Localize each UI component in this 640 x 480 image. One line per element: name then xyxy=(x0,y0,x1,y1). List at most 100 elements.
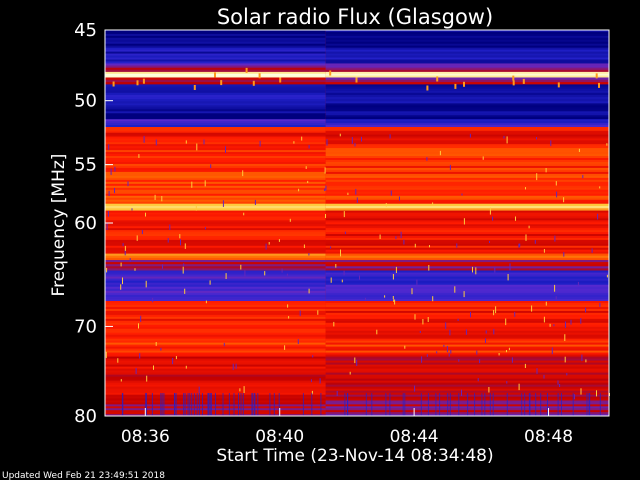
spectrogram-noise-streak xyxy=(114,166,116,172)
spectrogram-band-15 xyxy=(105,316,326,320)
spectrogram-band-16 xyxy=(105,342,326,346)
x-axis: 08:36 08:40 08:44 08:48 xyxy=(121,408,573,447)
spectrogram-band-15 xyxy=(325,336,609,340)
spectrogram-noise-streak xyxy=(198,386,200,393)
spectrogram-noise-streak xyxy=(585,359,587,363)
spectrogram-band-8 xyxy=(325,128,609,132)
spectrogram-band-0 xyxy=(325,30,609,33)
spectrogram-interference-streak xyxy=(211,393,212,416)
spectrogram-noise-streak xyxy=(145,280,147,288)
spectrogram-interference-streak xyxy=(347,393,349,416)
spectrogram-band-11 xyxy=(105,251,326,254)
spectrogram-band-11 xyxy=(105,226,326,229)
spectrogram-noise-streak xyxy=(448,353,450,357)
spectrogram-noise-streak xyxy=(536,137,537,140)
y-tick-label: 55 xyxy=(74,155,97,176)
spectrogram-noise-streak xyxy=(414,314,416,320)
spectrogram-noise-streak xyxy=(127,181,129,187)
spectrogram-band-11 xyxy=(105,218,326,221)
spectrogram-noise-streak xyxy=(404,345,406,349)
spectrogram-band-0 xyxy=(325,45,609,49)
spectrogram-band-1 xyxy=(105,53,326,56)
spectrogram-band-11 xyxy=(105,249,326,253)
spectrogram-noise-streak xyxy=(140,315,142,322)
spectrogram-burst xyxy=(245,67,248,73)
spectrogram-band-9 xyxy=(105,195,326,199)
spectrogram-interference-streak xyxy=(160,393,162,416)
spectrogram-noise-streak xyxy=(445,322,447,329)
spectrogram-noise-streak xyxy=(278,239,280,242)
spectrogram-band-14 xyxy=(325,276,609,280)
spectrogram-noise-streak xyxy=(392,274,394,280)
spectrogram-noise-streak xyxy=(494,267,496,273)
spectrogram-band-3 xyxy=(325,75,609,78)
spectrogram-noise-streak xyxy=(361,136,362,142)
spectrogram-band-9 xyxy=(105,159,326,163)
spectrogram-band-15 xyxy=(105,304,326,308)
spectrogram-noise-streak xyxy=(286,273,288,276)
spectrogram-noise-streak xyxy=(356,197,358,203)
spectrogram-band-14 xyxy=(105,278,326,282)
spectrogram-noise-streak xyxy=(488,387,490,393)
spectrogram-noise-streak xyxy=(518,243,520,248)
y-tick-label: 70 xyxy=(74,316,97,337)
x-axis-label: Start Time (23-Nov-14 08:34:48) xyxy=(216,446,493,466)
spectrogram-band-10 xyxy=(105,206,326,209)
spectrogram-band-9 xyxy=(105,185,326,189)
spectrogram-noise-streak xyxy=(155,139,157,146)
spectrogram-interference-streak xyxy=(506,393,508,416)
spectrogram-band-11 xyxy=(105,239,326,243)
spectrogram-band-17 xyxy=(325,364,609,368)
spectrogram-band-6 xyxy=(325,103,609,106)
spectrogram-band-11 xyxy=(105,236,326,239)
spectrogram-noise-streak xyxy=(288,316,290,319)
spectrogram-band-1 xyxy=(325,59,609,62)
spectrogram-band-14 xyxy=(105,270,326,273)
spectrogram-interference-streak xyxy=(481,393,483,416)
spectrogram-band-14 xyxy=(105,280,326,284)
spectrogram-noise-streak xyxy=(317,310,319,315)
spectrogram-band-16 xyxy=(325,342,609,346)
spectrogram-noise-streak xyxy=(461,193,463,196)
spectrogram-noise-streak xyxy=(242,170,244,177)
spectrogram-band-1 xyxy=(105,59,326,62)
spectrogram-band-8 xyxy=(325,138,609,141)
spectrogram-noise-streak xyxy=(324,188,326,191)
spectrogram-band-15 xyxy=(105,306,326,310)
spectrogram-band-17 xyxy=(105,378,326,382)
spectrogram-interference-streak xyxy=(588,393,590,416)
spectrogram-noise-streak xyxy=(299,310,301,317)
spectrogram-noise-streak xyxy=(122,277,123,285)
spectrogram-band-1 xyxy=(325,55,609,58)
spectrogram-interference-streak xyxy=(489,393,491,416)
spectrogram-noise-streak xyxy=(422,319,424,325)
spectrogram-noise-streak xyxy=(432,296,434,302)
spectrogram-band-11 xyxy=(105,245,326,249)
spectrogram-band-16 xyxy=(325,344,609,348)
spectrogram-band-14 xyxy=(105,276,326,280)
spectrogram-burst xyxy=(112,81,115,87)
spectrogram-band-13 xyxy=(105,259,326,263)
spectrogram-interference-streak xyxy=(427,393,429,416)
spectrogram-band-0 xyxy=(105,37,326,41)
spectrogram-band-17 xyxy=(325,372,609,376)
spectrogram-band-0 xyxy=(105,39,326,43)
spectrogram-interference-streak xyxy=(311,393,313,416)
spectrogram-band-5 xyxy=(325,99,609,102)
spectrogram-band-15 xyxy=(105,324,326,328)
spectrogram-noise-streak xyxy=(326,139,328,146)
spectrogram-band-8 xyxy=(105,138,326,141)
spectrogram-noise-streak xyxy=(503,135,505,139)
spectrogram-noise-streak xyxy=(472,266,473,273)
spectrogram-band-11 xyxy=(325,216,609,219)
spectrogram-band-2 xyxy=(105,67,326,71)
spectrogram-band-14 xyxy=(105,286,326,290)
spectrogram-noise-streak xyxy=(297,339,299,344)
spectrogram-noise-streak xyxy=(162,264,163,269)
spectrogram-band-14 xyxy=(105,290,326,294)
spectrogram-noise-streak xyxy=(303,244,305,248)
spectrogram-noise-streak xyxy=(169,224,171,230)
spectrogram-band-10 xyxy=(325,203,609,207)
spectrogram-noise-streak xyxy=(134,268,136,271)
spectrogram-band-9 xyxy=(105,173,326,177)
